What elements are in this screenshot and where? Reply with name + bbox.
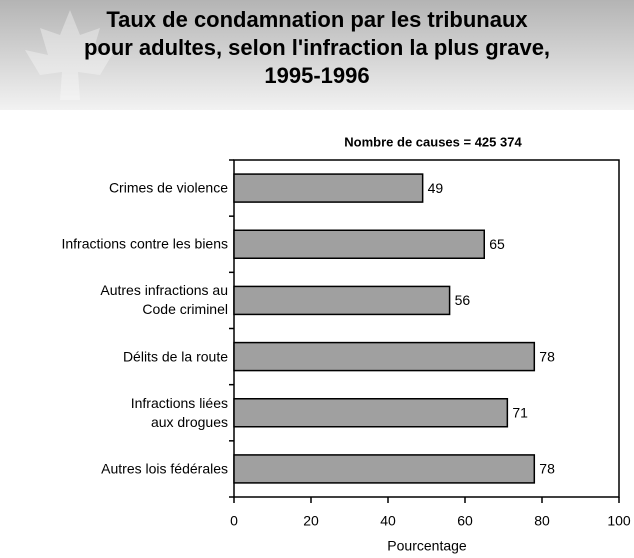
value-label: 65 bbox=[489, 236, 505, 252]
bar bbox=[233, 285, 451, 316]
value-label: 78 bbox=[539, 348, 555, 364]
bar bbox=[233, 229, 485, 259]
bar bbox=[233, 398, 509, 428]
x-tick-label: 80 bbox=[534, 513, 550, 529]
header: Taux de condamnation par les tribunaux p… bbox=[0, 0, 634, 110]
y-tick-label: Infractions liées aux drogues bbox=[130, 394, 228, 430]
value-label: 71 bbox=[512, 404, 528, 420]
y-tick-label: Délits de la route bbox=[122, 348, 228, 365]
x-tick-label: 0 bbox=[230, 513, 238, 529]
chart-title: Taux de condamnation par les tribunaux p… bbox=[83, 7, 551, 88]
x-tick-label: 60 bbox=[457, 513, 473, 529]
value-label: 78 bbox=[539, 461, 555, 477]
y-tick-label: Autres infractions au Code criminel bbox=[100, 282, 228, 318]
chart-subtitle: Nombre de causes = 425 374 bbox=[344, 134, 522, 149]
y-tick-label: Crimes de violence bbox=[108, 179, 228, 196]
x-axis-title: Pourcentage bbox=[387, 538, 467, 554]
x-tick-label: 40 bbox=[380, 513, 396, 529]
x-tick-label: 20 bbox=[303, 513, 319, 529]
maple-leaf bbox=[25, 10, 115, 100]
bar bbox=[233, 173, 424, 203]
bar bbox=[233, 341, 536, 372]
x-tick-label: 100 bbox=[607, 513, 631, 529]
y-tick-label: Autres lois fédérales bbox=[101, 460, 228, 477]
value-label: 56 bbox=[455, 292, 471, 308]
value-label: 49 bbox=[428, 180, 444, 196]
bar bbox=[233, 454, 536, 484]
y-tick-label: Infractions contre les biens bbox=[61, 235, 228, 252]
plot-area bbox=[233, 159, 620, 498]
